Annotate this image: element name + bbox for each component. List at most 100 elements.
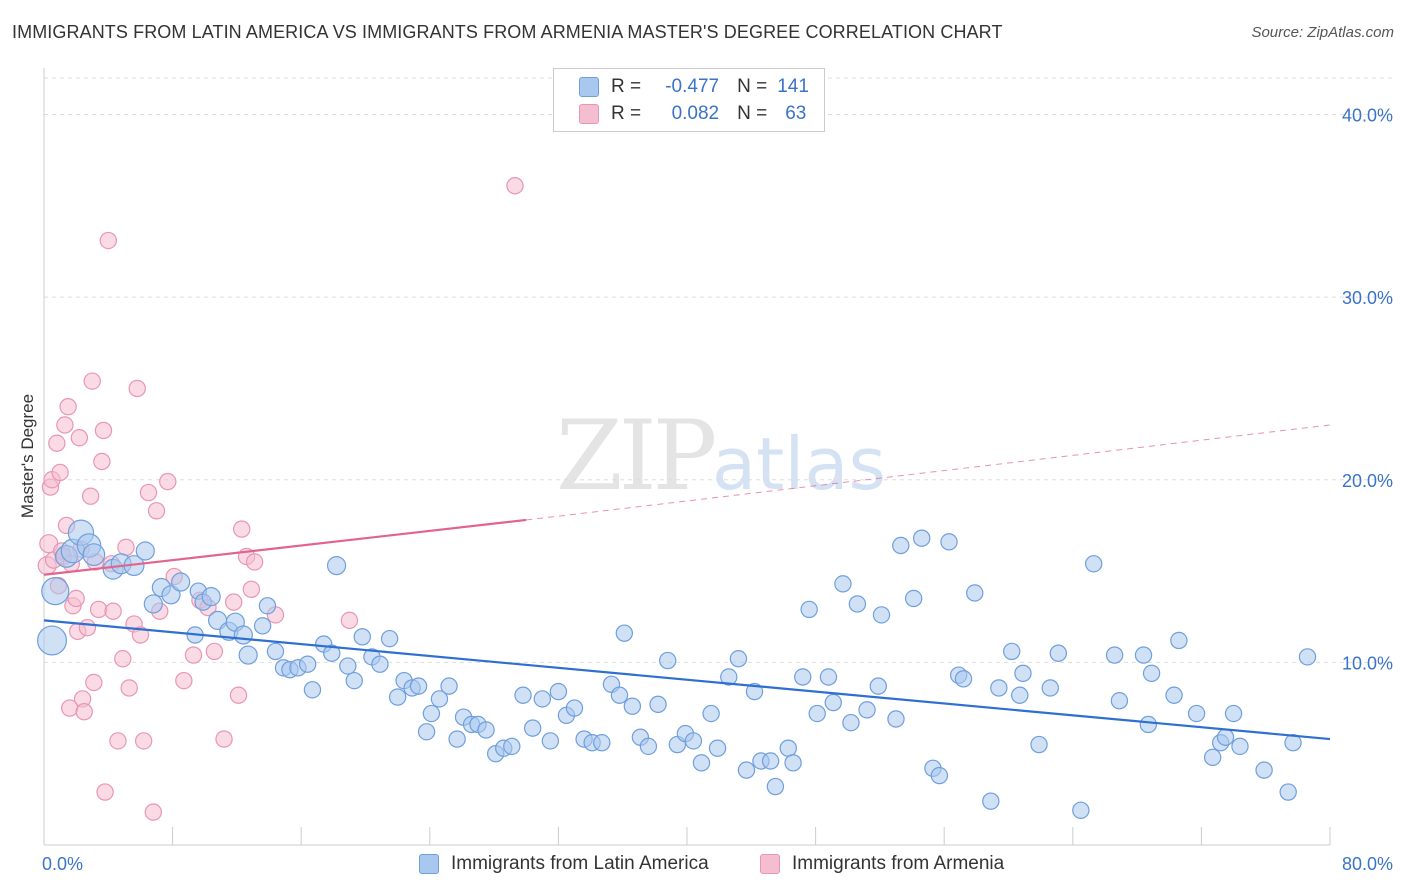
armenia-point — [144, 803, 163, 821]
latin-america-point — [1170, 631, 1188, 650]
armenia-point — [114, 650, 132, 668]
latin-america-point — [1142, 664, 1161, 683]
latin-america-point — [323, 644, 341, 662]
latin-america-point — [409, 677, 428, 695]
armenia-point — [109, 732, 127, 750]
y-axis-title: Master's Degree — [18, 394, 37, 518]
latin-america-point — [990, 679, 1008, 697]
latin-america-point — [1134, 646, 1153, 664]
axes — [43, 68, 1331, 846]
legend-row-latin-america: R = -0.477 N = 141 — [579, 75, 809, 99]
armenia-point — [96, 783, 114, 801]
armenia-point — [215, 730, 233, 748]
latin-america-point — [1105, 646, 1124, 664]
armenia-point — [134, 732, 153, 750]
armenia-point — [175, 671, 193, 690]
latin-america-point — [303, 681, 322, 699]
latin-america-point — [800, 600, 818, 619]
latin-america-point — [912, 529, 931, 547]
latin-america-point — [266, 642, 285, 661]
armenia-point — [245, 553, 264, 571]
armenia-point — [147, 502, 166, 520]
armenia-point — [224, 593, 243, 611]
armenia-point — [78, 618, 97, 637]
latin-america-point — [326, 555, 347, 576]
armenia-point — [184, 646, 203, 664]
y-tick-label: 30.0% — [1342, 288, 1393, 308]
watermark-atlas: atlas — [712, 422, 886, 506]
latin-america-point — [233, 625, 253, 645]
latin-america-point — [794, 668, 812, 686]
latin-america-point — [729, 650, 748, 668]
latin-america-point — [514, 686, 532, 704]
latin-america-point — [1072, 801, 1090, 820]
armenia-point — [94, 421, 113, 440]
latin-america-point — [779, 739, 797, 757]
latin-america-point — [37, 625, 68, 656]
latin-america-point — [745, 682, 764, 701]
latin-america-point — [702, 704, 720, 723]
armenia-point — [340, 611, 359, 630]
latin-america-point — [477, 721, 495, 739]
legend-swatch-pink — [579, 104, 599, 124]
latin-america-point — [1203, 748, 1222, 767]
latin-america-point — [1041, 679, 1059, 697]
latin-america-point — [684, 732, 703, 750]
latin-america-point — [659, 651, 677, 670]
armenia-point — [67, 589, 85, 608]
latin-america-point — [819, 668, 838, 686]
correlation-legend: R = -0.477 N = 141 R = 0.082 N = 63 — [553, 68, 825, 132]
armenia-point — [139, 483, 158, 502]
armenia-point — [83, 372, 101, 390]
armenia-trend-line — [43, 518, 527, 576]
armenia-point — [205, 642, 224, 661]
armenia-point — [99, 231, 118, 250]
legend-n-value: 63 — [785, 103, 807, 124]
armenia-point — [242, 580, 261, 599]
armenia-point — [56, 416, 74, 434]
legend-n-value: 141 — [777, 76, 809, 97]
legend-swatch-blue — [579, 77, 599, 97]
armenia-trend-extension — [526, 424, 1331, 521]
latin-america-point — [171, 572, 191, 592]
latin-america-point — [417, 723, 436, 741]
armenia-point — [506, 177, 524, 195]
latin-america-point — [503, 737, 521, 756]
latin-america-point — [1255, 761, 1273, 779]
latin-america-point — [858, 701, 876, 719]
latin-america-point — [615, 624, 634, 642]
latin-america-point — [143, 594, 163, 614]
latin-america-point — [954, 670, 973, 688]
bottom-legend-label: Immigrants from Armenia — [792, 853, 1005, 874]
y-tick-label: 20.0% — [1342, 471, 1393, 491]
latin-america-point — [966, 584, 984, 602]
latin-america-point — [1011, 686, 1029, 704]
armenia-point — [233, 520, 251, 538]
latin-america-point — [1084, 555, 1103, 573]
trend-lines — [43, 424, 1331, 741]
latin-america-point — [82, 543, 106, 567]
latin-america-point — [1003, 642, 1021, 661]
armenia-point — [59, 398, 77, 416]
latin-america-point — [824, 693, 842, 712]
latin-america-point — [339, 657, 357, 675]
armenia-point — [81, 487, 100, 505]
armenia-point — [85, 673, 103, 692]
latin-america-point — [872, 606, 891, 624]
y-tick-label: 10.0% — [1342, 653, 1393, 673]
latin-america-point — [533, 690, 552, 708]
latin-america-point — [1139, 715, 1158, 734]
latin-america-point — [737, 761, 756, 779]
latin-america-point — [904, 589, 923, 608]
latin-america-point — [298, 655, 317, 673]
latin-america-point — [720, 668, 738, 686]
armenia-point — [128, 379, 146, 398]
series-armenia-points — [37, 177, 524, 821]
bottom-legend-latin-america: Immigrants from Latin America — [419, 852, 709, 876]
latin-america-point — [834, 575, 852, 593]
x-tick-label: 80.0% — [1342, 854, 1393, 874]
source-label: Source: ZipAtlas.com — [1251, 24, 1394, 41]
armenia-point — [51, 463, 69, 482]
latin-america-point — [422, 704, 441, 723]
latin-america-point — [253, 617, 272, 635]
